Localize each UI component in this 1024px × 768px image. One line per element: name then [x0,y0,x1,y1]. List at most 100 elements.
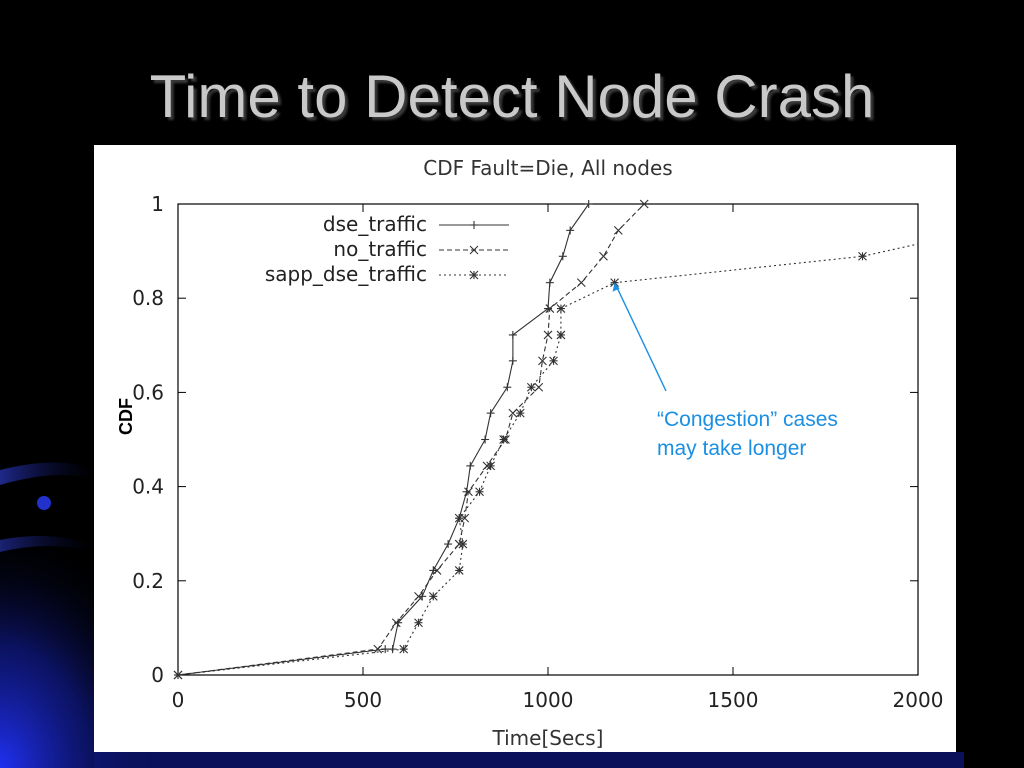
marker-stroke [538,356,547,366]
data-point-sapp_dse_traffic [454,513,464,523]
data-point-no_traffic [576,278,586,288]
legend-label-sapp_dse_traffic: sapp_dse_traffic [265,262,427,286]
data-point-no_traffic [373,644,383,654]
marker-stroke [475,487,484,497]
data-point-dse_traffic [545,278,554,287]
marker-stroke [610,278,619,288]
y-axis-label: CDF [116,398,136,435]
data-point-no_traffic [508,408,518,418]
data-point-sapp_dse_traffic [549,356,558,366]
data-point-no_traffic [391,618,401,628]
data-point-dse_traffic [584,200,593,208]
series-sapp_dse_traffic [173,243,919,680]
marker-stroke [534,382,544,392]
data-point-dse_traffic [381,645,390,654]
data-point-no_traffic [545,304,555,313]
data-point-no_traffic [534,382,544,392]
marker-stroke [173,670,183,680]
marker-stroke [469,270,479,280]
y-tick-label: 0.4 [132,475,164,499]
data-point-sapp_dse_traffic [454,566,464,575]
legend-marker-no_traffic [469,245,479,255]
marker-stroke [543,330,553,340]
annotation-arrow-line [615,286,667,392]
y-tick-label: 0.2 [132,569,164,593]
marker-stroke [486,461,496,471]
marker-stroke [508,408,518,418]
marker-stroke [499,435,508,444]
data-point-sapp_dse_traffic [173,670,183,680]
annotation-line-2: may take longer [657,437,807,460]
data-point-sapp_dse_traffic [526,382,536,392]
data-point-dse_traffic [466,461,475,470]
marker-stroke [599,251,608,261]
cdf-chart: CDF Fault=Die, All nodes 0 500 1000 1500 200… [132,156,944,750]
data-point-no_traffic [464,487,473,497]
x-tick-label: 1500 [708,688,759,712]
marker-stroke [373,644,383,654]
y-tick-label: 0.6 [132,380,164,404]
annotation-text: “Congestion” cases may take longer [657,405,838,463]
legend-label-dse_traffic: dse_traffic [323,212,427,236]
marker-stroke [526,382,536,392]
x-axis-label: Time[Secs] [492,726,604,750]
data-point-dse_traffic [508,330,517,339]
marker-stroke [399,644,409,654]
data-point-sapp_dse_traffic [414,618,423,628]
data-point-sapp_dse_traffic [556,304,566,313]
legend-label-no_traffic: no_traffic [333,237,427,261]
legend-marker-sapp_dse_traffic [469,270,479,280]
data-point-no_traffic [613,225,623,235]
data-point-dse_traffic [566,226,575,235]
marker-stroke [858,251,867,261]
data-point-dse_traffic [486,409,495,418]
series-line-sapp_dse_traffic [177,243,919,676]
data-point-sapp_dse_traffic [610,278,619,288]
annotation-line-1: “Congestion” cases [657,408,838,431]
data-point-no_traffic [599,251,608,261]
data-point-dse_traffic [503,383,512,392]
data-point-no_traffic [432,566,442,575]
data-point-dse_traffic [462,487,471,496]
chart-figure: CDF Fault=Die, All nodes 0 500 1000 1500 200… [94,145,956,752]
data-point-sapp_dse_traffic [475,487,484,497]
y-tick-label: 0.8 [132,286,164,310]
data-point-dse_traffic [508,356,517,365]
marker-stroke [454,566,464,575]
x-tick-label: 2000 [893,688,944,712]
data-point-no_traffic [414,591,423,601]
marker-stroke [469,245,479,255]
data-point-sapp_dse_traffic [556,330,566,340]
slide-title: Time to Detect Node Crash [149,63,875,130]
data-point-dse_traffic [388,645,397,654]
data-point-dse_traffic [444,540,453,549]
data-point-sapp_dse_traffic [428,591,438,601]
y-tick-label: 0 [151,663,164,687]
marker-stroke [576,278,586,288]
data-point-sapp_dse_traffic [458,539,468,549]
marker-stroke [556,330,566,340]
data-point-sapp_dse_traffic [858,251,867,261]
data-point-dse_traffic [429,566,438,575]
chart-title: CDF Fault=Die, All nodes [423,156,672,180]
x-tick-label: 500 [344,688,382,712]
marker-stroke [458,539,468,549]
x-tick-label: 1000 [523,688,574,712]
marker-stroke [428,591,438,601]
marker-stroke [613,225,623,235]
data-point-no_traffic [543,330,553,340]
data-point-no_traffic [639,199,649,209]
y-tick-label: 1 [151,192,164,216]
data-point-dse_traffic [418,592,427,601]
series-line-dse_traffic [177,203,590,676]
marker-stroke [556,304,566,313]
data-point-sapp_dse_traffic [399,644,409,654]
marker-stroke [549,356,558,366]
data-point-no_traffic [538,356,547,366]
x-tick-label: 0 [172,688,185,712]
legend-marker-dse_traffic [470,221,478,229]
data-point-dse_traffic [481,435,490,444]
data-point-dse_traffic [558,252,567,261]
data-point-sapp_dse_traffic [486,461,496,471]
data-point-sapp_dse_traffic [515,408,525,418]
